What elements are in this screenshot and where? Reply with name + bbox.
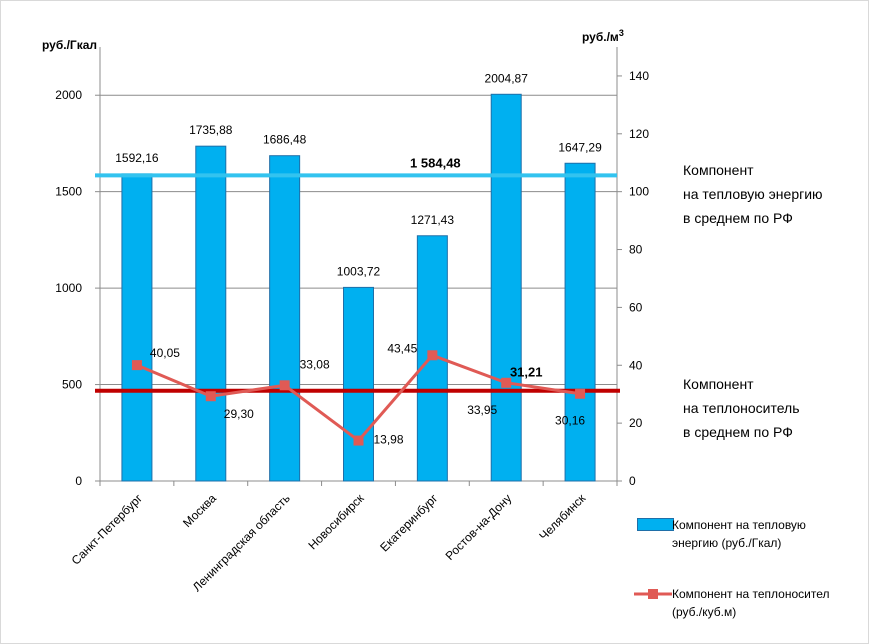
carrier-note-line: в среднем по РФ <box>683 424 793 440</box>
legend-bar-swatch <box>637 518 674 531</box>
bar-value-label: 1647,29 <box>558 140 602 154</box>
carrier-value-label: 33,95 <box>467 403 497 417</box>
bar-value-label: 1003,72 <box>337 264 381 278</box>
carrier-average-label: 31,21 <box>510 365 543 380</box>
carrier-value-label: 40,05 <box>150 346 180 360</box>
right-axis-tick-label: 80 <box>629 243 643 257</box>
left-axis-tick-label: 1500 <box>55 185 82 199</box>
energy-average-note: Компонент на тепловую энергию в среднем … <box>683 158 869 230</box>
carrier-value-label: 43,45 <box>387 341 417 355</box>
category-label: Ростов-на-Дону <box>443 491 515 563</box>
right-axis-unit-superscript: 3 <box>619 28 624 38</box>
right-axis-tick-label: 140 <box>629 69 649 83</box>
energy-average-label: 1 584,48 <box>410 155 461 170</box>
carrier-point <box>353 435 364 446</box>
carrier-value-label: 13,98 <box>373 433 403 447</box>
right-axis-tick-label: 0 <box>629 474 636 488</box>
bar-value-label: 2004,87 <box>485 71 529 85</box>
right-axis-tick-label: 120 <box>629 127 649 141</box>
right-axis-tick-label: 100 <box>629 185 649 199</box>
category-label: Челябинск <box>536 491 588 543</box>
carrier-point <box>131 360 142 371</box>
bar-value-label: 1735,88 <box>189 123 233 137</box>
bar <box>195 145 227 482</box>
carrier-point <box>279 380 290 391</box>
right-axis-unit-base: руб./м <box>582 30 619 44</box>
energy-note-line: Компонент <box>683 162 754 178</box>
bar-value-label: 1592,16 <box>115 151 159 165</box>
carrier-point <box>501 377 512 388</box>
bar <box>269 155 301 482</box>
category-label: Новосибирск <box>305 491 367 553</box>
left-axis-tick-label: 0 <box>75 474 82 488</box>
left-axis-unit: руб./Гкал <box>42 38 97 52</box>
legend-line-swatch <box>634 589 672 599</box>
carrier-note-line: Компонент <box>683 376 754 392</box>
carrier-value-label: 33,08 <box>300 357 330 371</box>
carrier-value-label: 30,16 <box>555 414 585 428</box>
carrier-point <box>205 391 216 402</box>
carrier-average-note: Компонент на теплоноситель в среднем по … <box>683 372 869 444</box>
bar <box>564 162 596 482</box>
bar <box>490 93 522 482</box>
carrier-point <box>575 388 586 399</box>
right-axis-tick-label: 40 <box>629 358 643 372</box>
category-label: Санкт-Петербург <box>69 491 146 568</box>
legend-line-label-line: (руб./куб.м) <box>672 605 737 619</box>
bar-value-label: 1686,48 <box>263 133 307 147</box>
energy-note-line: на тепловую энергию <box>683 186 823 202</box>
legend-line-label-line: Компонент на теплоносител <box>672 587 830 601</box>
carrier-value-label: 29,30 <box>224 407 254 421</box>
carrier-note-line: на теплоноситель <box>683 400 800 416</box>
legend-bar-label-line: энергию (руб./Гкал) <box>672 536 782 550</box>
bar <box>343 286 374 482</box>
left-axis-tick-label: 2000 <box>55 88 82 102</box>
carrier-point <box>427 350 438 361</box>
bar-value-label: 1271,43 <box>411 213 455 227</box>
energy-note-line: в среднем по РФ <box>683 210 793 226</box>
legend-bar-label-line: Компонент на тепловую <box>672 518 806 532</box>
right-axis-tick-label: 60 <box>629 300 643 314</box>
left-axis-tick-label: 500 <box>62 378 82 392</box>
category-label: Екатеринбург <box>377 491 441 555</box>
right-axis-tick-label: 20 <box>629 416 643 430</box>
bar <box>121 173 153 482</box>
right-axis-unit: руб./м3 <box>582 28 624 44</box>
category-label: Москва <box>180 491 219 530</box>
left-axis-tick-label: 1000 <box>55 281 82 295</box>
